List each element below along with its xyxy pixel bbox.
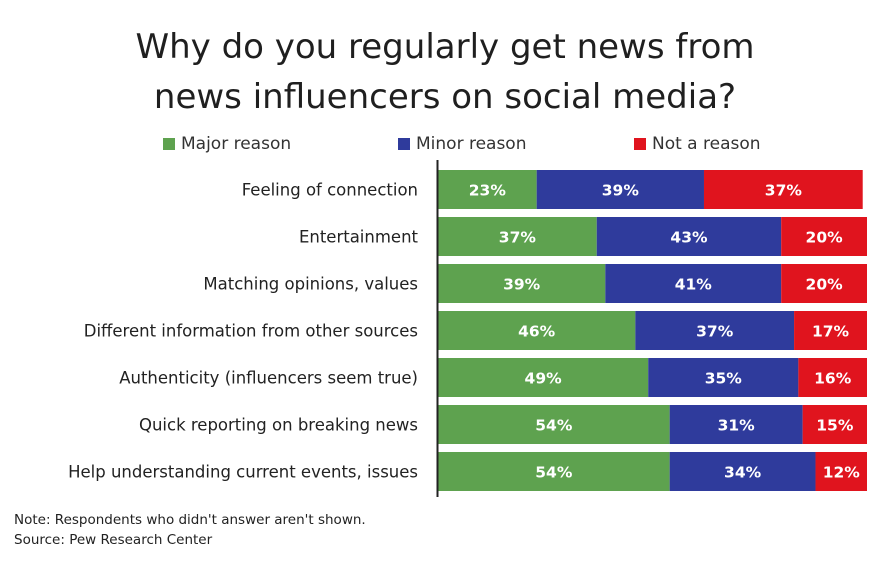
chart-title: Why do you regularly get news from news …: [0, 22, 890, 122]
legend-item-minor: Minor reason: [398, 132, 526, 156]
bar-segment-not: [781, 217, 867, 256]
category-label: Feeling of connection: [242, 181, 418, 200]
bar-segment-not: [798, 358, 867, 397]
data-label: 37%: [696, 323, 734, 341]
bar-segment-minor: [648, 358, 799, 397]
bar-segment-major: [438, 264, 606, 303]
data-label: 39%: [602, 182, 640, 200]
bar-segment-not: [802, 405, 867, 444]
bar-segment-major: [438, 405, 670, 444]
category-label: Help understanding current events, issue…: [68, 463, 418, 482]
bar-segment-major: [438, 311, 636, 350]
bar-segment-major: [438, 358, 649, 397]
data-label: 15%: [816, 417, 854, 435]
data-label: 20%: [806, 229, 844, 247]
bar-segment-not: [781, 264, 867, 303]
data-label: 39%: [503, 276, 541, 294]
legend-swatch-not: [634, 138, 646, 150]
bar-segment-major: [438, 217, 597, 256]
bar-segment-not: [794, 311, 867, 350]
data-label: 16%: [814, 370, 852, 388]
legend-label-major: Major reason: [181, 134, 292, 154]
data-label: 31%: [718, 417, 756, 435]
legend-swatch-major: [163, 138, 175, 150]
bar-segment-major: [438, 170, 537, 209]
data-label: 54%: [535, 417, 573, 435]
data-label: 12%: [823, 464, 861, 482]
data-label: 34%: [724, 464, 762, 482]
data-label: 41%: [675, 276, 713, 294]
data-label: 23%: [469, 182, 507, 200]
data-label: 17%: [812, 323, 850, 341]
category-label: Authenticity (influencers seem true): [119, 369, 418, 388]
legend-label-not: Not a reason: [652, 134, 761, 154]
bar-segment-not: [815, 452, 867, 491]
legend-swatch-minor: [398, 138, 410, 150]
chart-legend: Major reason Minor reason Not a reason: [0, 132, 890, 156]
data-label: 37%: [499, 229, 537, 247]
bar-segment-minor: [536, 170, 704, 209]
legend-item-major: Major reason: [163, 132, 291, 156]
bar-segment-minor: [635, 311, 795, 350]
bar-segment-minor: [596, 217, 782, 256]
chart-title-line-1: Why do you regularly get news from: [135, 27, 755, 67]
chart-notes: Note: Respondents who didn't answer aren…: [14, 510, 366, 550]
bar-segment-not: [703, 170, 863, 209]
category-label: Entertainment: [299, 228, 419, 247]
data-label: 49%: [525, 370, 563, 388]
category-label: Different information from other sources: [84, 322, 418, 341]
data-label: 46%: [518, 323, 556, 341]
bar-segment-minor: [669, 452, 816, 491]
data-label: 43%: [670, 229, 708, 247]
bar-segment-minor: [669, 405, 803, 444]
category-label: Matching opinions, values: [203, 275, 418, 294]
data-label: 54%: [535, 464, 573, 482]
stacked-bar-chart: Feeling of connection 23% 39% 37% Entertainm…: [68, 160, 867, 497]
bar-segment-major: [438, 452, 670, 491]
note-text: Note: Respondents who didn't answer aren…: [14, 512, 366, 528]
data-label: 20%: [806, 276, 844, 294]
data-label: 37%: [765, 182, 803, 200]
chart-title-line-2: news influencers on social media?: [153, 77, 737, 117]
category-label: Quick reporting on breaking news: [139, 416, 418, 435]
source-text: Source: Pew Research Center: [14, 532, 213, 548]
bar-segment-minor: [605, 264, 782, 303]
legend-item-not: Not a reason: [634, 132, 761, 156]
legend-label-minor: Minor reason: [416, 134, 527, 154]
data-label: 35%: [705, 370, 743, 388]
